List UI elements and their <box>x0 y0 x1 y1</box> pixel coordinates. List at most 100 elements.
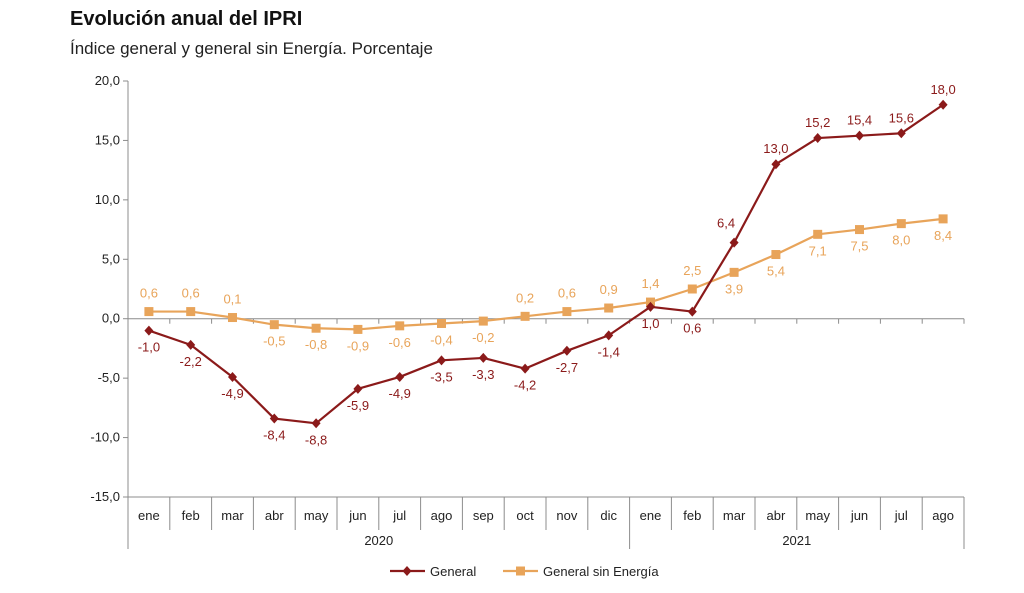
data-point-general <box>855 130 864 141</box>
data-label-sin-energia: 0,2 <box>516 290 534 305</box>
data-label-sin-energia: -0,5 <box>263 334 285 349</box>
data-point-sin-energia <box>687 284 697 294</box>
chart-title: Evolución anual del IPRI <box>70 8 303 30</box>
x-tick-label: ene <box>138 508 160 523</box>
data-point-general <box>938 99 948 110</box>
series-line-sin-energia <box>148 217 944 331</box>
x-tick-label: dic <box>600 508 617 523</box>
data-point-sin-energia <box>562 307 572 317</box>
data-label-general: -4,2 <box>514 378 536 393</box>
x-tick-label: mar <box>723 508 746 523</box>
x-tick-label: nov <box>556 508 577 523</box>
data-point-sin-energia <box>604 303 614 313</box>
x-tick-label: feb <box>182 508 200 523</box>
x-tick-label: mar <box>221 508 244 523</box>
data-label-sin-energia: 0,1 <box>223 292 241 307</box>
data-label-general: -1,4 <box>597 344 619 359</box>
data-point-general <box>311 418 321 429</box>
data-label-general: -2,2 <box>179 354 201 369</box>
data-label-general: -2,7 <box>556 360 578 375</box>
year-label: 2020 <box>364 533 393 548</box>
x-tick-label: ene <box>640 508 662 523</box>
data-point-general <box>186 339 196 350</box>
data-point-general <box>520 363 530 374</box>
y-tick-label: 15,0 <box>95 132 120 147</box>
y-tick-label: -10,0 <box>90 430 120 445</box>
data-point-sin-energia <box>144 307 154 317</box>
data-label-general: 15,6 <box>889 110 914 125</box>
y-tick-label: 10,0 <box>95 192 120 207</box>
x-tick-label: may <box>805 508 830 523</box>
data-label-general: -8,8 <box>305 432 327 447</box>
data-point-sin-energia <box>729 267 739 277</box>
x-tick-label: feb <box>683 508 701 523</box>
data-label-general: 15,4 <box>847 113 872 128</box>
data-point-general <box>395 371 405 382</box>
data-label-sin-energia: 7,5 <box>850 239 868 254</box>
data-label-general: 13,0 <box>763 141 788 156</box>
data-label-sin-energia: -0,8 <box>305 337 327 352</box>
data-point-sin-energia <box>437 318 446 328</box>
data-label-sin-energia: -0,6 <box>388 335 410 350</box>
data-point-general <box>771 159 781 170</box>
legend-label-sin-energia: General sin Energía <box>543 564 659 579</box>
data-label-sin-energia: -0,9 <box>347 338 369 353</box>
data-label-sin-energia: 2,5 <box>683 263 701 278</box>
legend-marker-sin-energia <box>516 566 525 576</box>
data-label-sin-energia: 0,9 <box>600 282 618 297</box>
data-point-sin-energia <box>186 307 196 317</box>
data-label-sin-energia: 8,0 <box>892 233 910 248</box>
year-label: 2021 <box>782 533 811 548</box>
data-label-general: 18,0 <box>930 82 955 97</box>
data-point-general <box>562 345 572 356</box>
data-point-sin-energia <box>269 320 279 330</box>
data-point-general <box>269 413 279 424</box>
data-point-sin-energia <box>228 313 237 323</box>
x-tick-label: ago <box>431 508 453 523</box>
data-label-sin-energia: -0,4 <box>430 332 452 347</box>
legend-label-general: General <box>430 564 476 579</box>
data-label-general: 1,0 <box>641 316 659 331</box>
x-tick-label: abr <box>767 508 786 523</box>
x-tick-label: oct <box>516 508 534 523</box>
y-tick-label: 5,0 <box>102 251 120 266</box>
data-point-sin-energia <box>478 316 488 326</box>
y-tick-label: -15,0 <box>90 489 120 504</box>
data-label-sin-energia: 3,9 <box>725 281 743 296</box>
data-label-general: -3,3 <box>472 367 494 382</box>
y-tick-label: 0,0 <box>102 311 120 326</box>
x-tick-label: jun <box>850 508 868 523</box>
x-tick-label: jul <box>392 508 406 523</box>
data-label-sin-energia: 0,6 <box>140 286 158 301</box>
data-label-sin-energia: 7,1 <box>809 243 827 258</box>
data-label-sin-energia: 0,6 <box>558 286 576 301</box>
data-point-general <box>896 128 906 139</box>
data-point-general <box>144 325 154 336</box>
data-point-sin-energia <box>771 250 781 260</box>
data-point-general <box>813 133 823 144</box>
data-point-sin-energia <box>311 323 321 333</box>
data-label-sin-energia: 8,4 <box>934 228 952 243</box>
x-tick-label: abr <box>265 508 284 523</box>
data-point-sin-energia <box>855 225 864 235</box>
data-label-sin-energia: 5,4 <box>767 264 785 279</box>
y-tick-label: 20,0 <box>95 73 120 88</box>
data-point-general <box>478 352 488 363</box>
data-label-general: -8,4 <box>263 428 285 443</box>
data-point-sin-energia <box>896 219 906 229</box>
data-point-sin-energia <box>938 214 948 224</box>
data-label-sin-energia: -0,2 <box>472 330 494 345</box>
data-point-sin-energia <box>395 321 405 331</box>
data-label-general: -1,0 <box>138 340 160 355</box>
data-label-general: -4,9 <box>221 386 243 401</box>
data-point-general <box>646 301 655 312</box>
data-point-sin-energia <box>813 229 823 239</box>
data-label-sin-energia: 1,4 <box>641 276 659 291</box>
data-label-general: 6,4 <box>717 216 735 231</box>
data-point-general <box>604 330 614 341</box>
x-tick-label: ago <box>932 508 954 523</box>
data-point-general <box>687 306 697 317</box>
data-label-general: 0,6 <box>683 321 701 336</box>
chart-subtitle: Índice general y general sin Energía. Po… <box>70 39 433 58</box>
